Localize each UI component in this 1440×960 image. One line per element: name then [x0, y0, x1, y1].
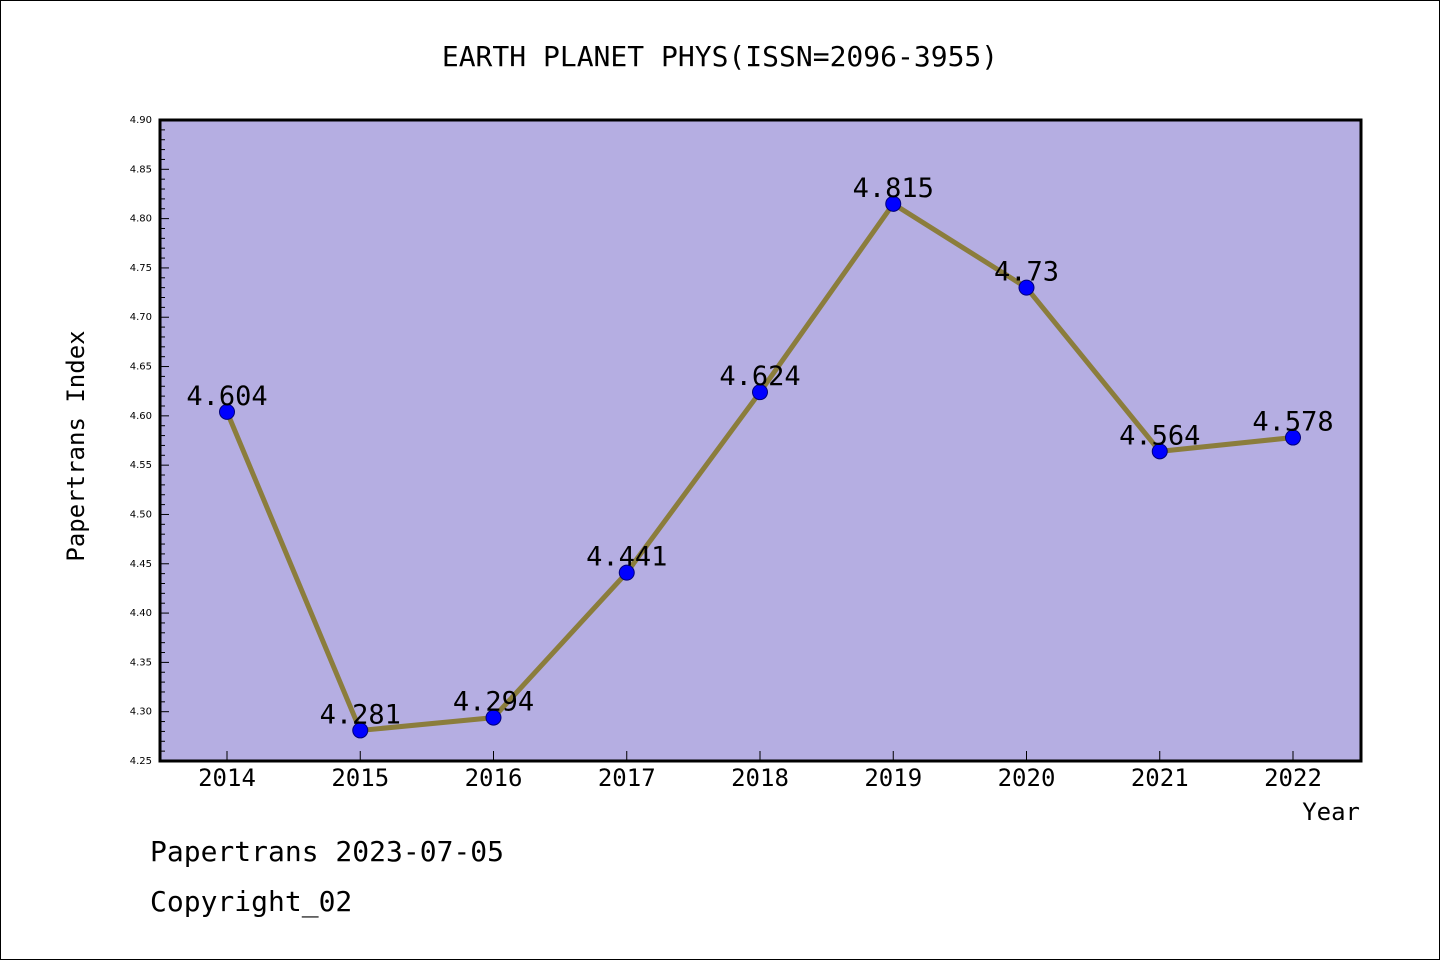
y-tick-label: 4.65: [130, 362, 152, 373]
source-label: Papertrans 2023-07-05: [150, 835, 505, 868]
data-label: 4.441: [586, 542, 667, 573]
y-tick-label: 4.90: [130, 115, 152, 126]
data-label: 4.815: [853, 173, 934, 204]
data-point: [618, 564, 635, 581]
y-tick-label: 4.55: [130, 460, 152, 471]
data-point: [219, 403, 235, 420]
x-tick-label: 2020: [998, 764, 1056, 792]
y-axis: 4.25 4.30 4.35 4.40 4.45 4.50 4.55 4.60 4.65 4.70…: [130, 115, 169, 767]
y-tick-label: 4.35: [130, 657, 152, 668]
y-tick-label: 4.50: [130, 509, 152, 520]
data-point: [1285, 429, 1301, 446]
chart-title: EARTH PLANET PHYS(ISSN=2096-3955): [442, 40, 998, 73]
x-axis-label: Year: [1302, 798, 1360, 826]
data-point: [885, 195, 902, 212]
y-tick-label: 4.80: [130, 214, 152, 225]
y-tick-label: 4.30: [130, 707, 152, 718]
data-label: 4.578: [1252, 407, 1333, 438]
y-tick-label: 4.45: [130, 559, 152, 570]
series: 4.604 4.281 4.294 4.441 4.624 4.815 4.73 4.564 4…: [186, 173, 1334, 739]
x-axis: 2014 2015 2016 2017 2018 2019 2020 2021 2022: [198, 751, 1322, 792]
x-tick-label: 2018: [731, 764, 789, 792]
y-tick-label: 4.70: [130, 312, 152, 323]
data-label: 4.624: [719, 361, 800, 392]
data-label: 4.604: [186, 381, 267, 412]
y-tick-label: 4.25: [130, 756, 152, 767]
data-point: [485, 709, 502, 726]
data-point: [1151, 443, 1168, 460]
y-tick-label: 4.75: [130, 263, 152, 274]
x-tick-label: 2019: [864, 764, 922, 792]
data-label: 4.564: [1119, 420, 1200, 451]
data-point: [1018, 279, 1035, 296]
plot-area: [158, 118, 1363, 763]
y-axis-label: Papertrans Index: [62, 330, 90, 561]
data-label: 4.281: [320, 699, 401, 730]
x-tick-label: 2021: [1131, 764, 1189, 792]
x-tick-label: 2014: [198, 764, 256, 792]
data-label: 4.73: [994, 257, 1059, 288]
data-label: 4.294: [453, 687, 534, 718]
x-tick-label: 2022: [1264, 764, 1322, 792]
x-tick-label: 2016: [465, 764, 523, 792]
data-point: [752, 384, 768, 401]
y-tick-label: 4.60: [130, 411, 152, 422]
x-tick-label: 2015: [331, 764, 389, 792]
y-tick-label: 4.40: [130, 608, 152, 619]
data-point: [352, 722, 369, 739]
x-tick-label: 2017: [598, 764, 656, 792]
y-tick-label: 4.85: [130, 164, 152, 175]
copyright-label: Copyright_02: [150, 885, 353, 918]
